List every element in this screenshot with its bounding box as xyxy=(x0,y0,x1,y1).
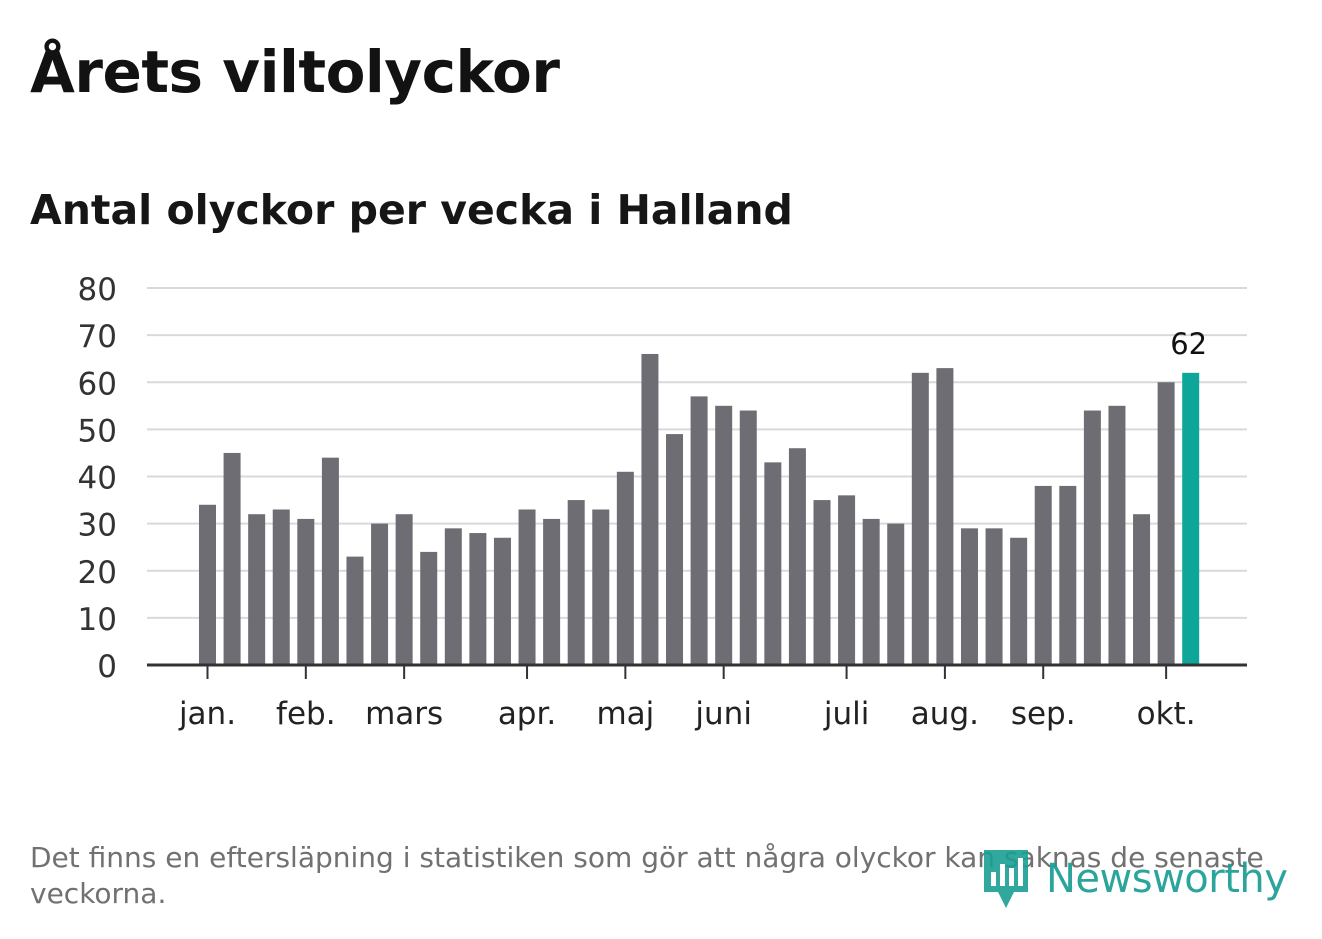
bar xyxy=(223,452,241,665)
bar-highlight xyxy=(1182,372,1200,665)
bar xyxy=(1157,382,1175,665)
brand-logo: Newsworthy xyxy=(980,846,1288,912)
bar-chart: 0 10 20 30 40 50 60 70 80 jan. feb. mars apr. maj jun… xyxy=(78,272,1247,732)
bar xyxy=(911,372,929,665)
y-tick-label: 80 xyxy=(78,272,117,308)
x-tick-label: juli xyxy=(823,696,870,732)
x-tick-label: sep. xyxy=(1011,696,1076,732)
bar xyxy=(1083,410,1101,665)
bar xyxy=(321,457,339,665)
bar xyxy=(1133,514,1151,665)
x-axis-labels: jan. feb. mars apr. maj juni juli aug. sep. okt. xyxy=(178,696,1196,732)
bar xyxy=(518,509,536,665)
bar xyxy=(444,528,462,665)
bar xyxy=(297,518,315,665)
bar xyxy=(887,523,905,665)
x-tick-label: maj xyxy=(596,696,654,732)
bar xyxy=(493,537,511,665)
footnote: Det finns en eftersläpning i statistiken… xyxy=(30,841,1264,910)
x-tick-label: aug. xyxy=(911,696,979,732)
bar xyxy=(764,462,782,665)
bar xyxy=(616,471,634,665)
x-tick-label: jan. xyxy=(178,696,236,732)
bar xyxy=(739,410,757,665)
y-axis-labels: 0 10 20 30 40 50 60 70 80 xyxy=(78,272,117,685)
x-tick-label: feb. xyxy=(276,696,336,732)
bar xyxy=(641,353,659,665)
x-tick-label: okt. xyxy=(1137,696,1196,732)
bar xyxy=(1034,485,1052,665)
x-tick-label: juni xyxy=(694,696,752,732)
bar xyxy=(346,556,364,665)
y-tick-label: 0 xyxy=(97,649,117,685)
bar xyxy=(1059,485,1077,665)
bar xyxy=(666,434,684,665)
x-axis xyxy=(147,663,1247,679)
bar xyxy=(469,533,487,665)
y-tick-label: 40 xyxy=(78,461,117,497)
y-tick-label: 60 xyxy=(78,366,117,402)
bars xyxy=(199,353,1200,665)
bar xyxy=(272,509,290,665)
bar xyxy=(395,514,413,665)
bar xyxy=(715,405,733,665)
y-tick-label: 10 xyxy=(78,602,117,638)
annotations: 62 xyxy=(1170,327,1207,361)
chart-subtitle: Antal olyckor per vecka i Halland xyxy=(30,186,793,234)
y-tick-label: 30 xyxy=(78,508,117,544)
bar xyxy=(985,528,1003,665)
bar xyxy=(543,518,561,665)
y-tick-label: 50 xyxy=(78,413,117,449)
bar xyxy=(690,396,708,665)
bar xyxy=(936,368,954,665)
bar xyxy=(420,551,438,665)
bar xyxy=(567,500,585,665)
chart-title: Årets viltolyckor xyxy=(30,38,560,106)
highlight-value-label: 62 xyxy=(1170,327,1207,361)
x-tick-label: mars xyxy=(365,696,443,732)
bar xyxy=(788,448,806,665)
bar xyxy=(1108,405,1126,665)
brand-name: Newsworthy xyxy=(1046,856,1288,902)
bar xyxy=(862,518,880,665)
bar xyxy=(199,504,216,665)
bar xyxy=(248,514,266,665)
y-tick-label: 20 xyxy=(78,555,117,591)
bar xyxy=(813,500,831,665)
bar xyxy=(1010,537,1028,665)
bar xyxy=(371,523,389,665)
bar xyxy=(592,509,610,665)
x-tick-label: apr. xyxy=(498,696,556,732)
newsworthy-logo-icon xyxy=(984,850,1028,908)
bar xyxy=(838,495,856,665)
bar xyxy=(960,528,978,665)
y-tick-label: 70 xyxy=(78,319,117,355)
